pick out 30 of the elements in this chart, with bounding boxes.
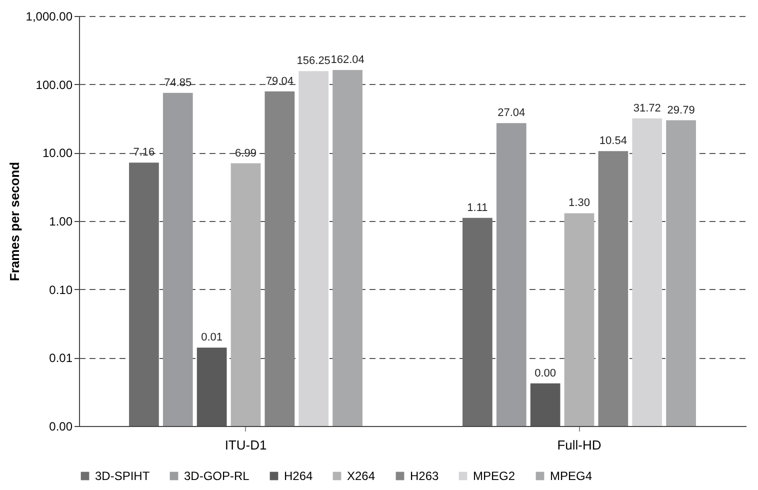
legend-label: 3D-GOP-RL bbox=[184, 469, 250, 483]
data-label: 0.01 bbox=[201, 332, 223, 344]
data-label: 79.04 bbox=[266, 75, 294, 88]
y-tick-label: 1,000.00 bbox=[26, 10, 73, 24]
legend-label: 3D-SPIHT bbox=[95, 469, 150, 483]
y-tick-label: 100.00 bbox=[36, 78, 73, 92]
data-label: 27.04 bbox=[498, 107, 526, 120]
x-tick-label: Full-HD bbox=[557, 438, 602, 452]
legend-label: H264 bbox=[284, 469, 314, 483]
data-label: 31.72 bbox=[633, 102, 661, 114]
data-label: 6.99 bbox=[235, 147, 256, 160]
legend-label: H263 bbox=[410, 469, 440, 483]
data-label: 1.11 bbox=[467, 202, 488, 214]
data-label: 10.54 bbox=[599, 135, 627, 148]
x-tick-label: ITU-D1 bbox=[224, 438, 267, 452]
data-label: 0.00 bbox=[534, 367, 556, 380]
data-label: 29.79 bbox=[667, 104, 695, 116]
y-tick-label: 10.00 bbox=[42, 146, 73, 160]
data-label: 1.30 bbox=[568, 197, 590, 210]
data-label: 74.85 bbox=[164, 76, 192, 89]
y-axis-title: Frames per second bbox=[6, 162, 22, 282]
data-label: 156.25 bbox=[296, 55, 330, 68]
y-tick-label: 1.00 bbox=[49, 214, 73, 228]
data-label: 162.04 bbox=[330, 54, 364, 66]
y-tick-label: 0.00 bbox=[49, 420, 73, 434]
legend-label: MPEG2 bbox=[473, 469, 516, 483]
legend-label: MPEG4 bbox=[550, 469, 592, 483]
y-tick-label: 0.10 bbox=[49, 282, 73, 297]
legend-label: X264 bbox=[347, 469, 376, 483]
y-tick-label: 0.01 bbox=[49, 351, 73, 366]
